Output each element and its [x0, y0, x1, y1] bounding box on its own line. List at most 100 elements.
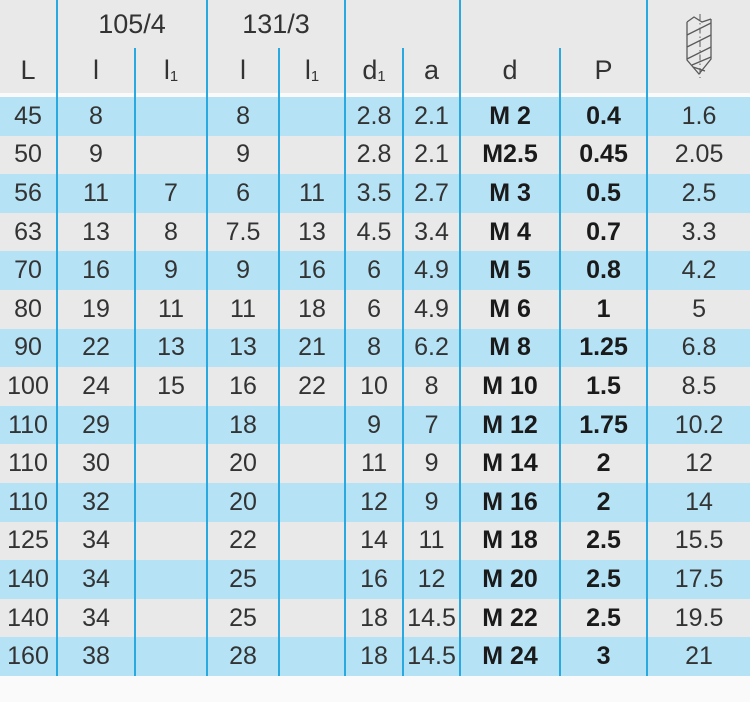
cell-d1: 6 [344, 251, 404, 290]
cell-a: 12 [402, 560, 461, 599]
cell-P: 1.25 [559, 328, 648, 368]
cell-l131: 25 [206, 598, 280, 638]
cell-d: M 16 [459, 482, 561, 522]
cell-l1-131 [278, 405, 346, 445]
cell-a: 7 [402, 405, 461, 445]
cell-L: 160 [0, 637, 57, 676]
cell-d1: 8 [344, 328, 404, 368]
cell-l1-131 [278, 97, 346, 136]
cell-L: 100 [0, 367, 57, 406]
cell-l1-131 [278, 482, 346, 522]
cell-l1-131 [278, 560, 346, 599]
cell-l105: 29 [56, 405, 135, 445]
cell-drill: 2.05 [646, 135, 750, 175]
cell-a: 9 [402, 444, 461, 483]
col-header-l-105: l [56, 48, 135, 93]
cell-l105: 9 [56, 135, 135, 175]
cell-l131: 6 [206, 174, 280, 213]
table-row: 110 29 18 9 7 M 12 1.75 10.2 [0, 405, 750, 445]
col-header-P: P [559, 48, 648, 93]
cell-l105: 13 [56, 212, 135, 252]
cell-drill: 10.2 [646, 405, 750, 445]
cell-l105: 34 [56, 521, 135, 561]
header-spacer-L [0, 0, 57, 48]
cell-a: 8 [402, 367, 461, 406]
cell-l105: 22 [56, 328, 135, 368]
cell-d1: 6 [344, 289, 404, 329]
table-row: 140 34 25 18 14.5 M 22 2.5 19.5 [0, 598, 750, 638]
cell-l131: 22 [206, 521, 280, 561]
cell-L: 140 [0, 560, 57, 599]
cell-L: 63 [0, 212, 57, 252]
cell-l1-131: 18 [278, 289, 346, 329]
cell-d: M 20 [459, 560, 561, 599]
cell-l1-105: 13 [133, 328, 208, 368]
twist-drill-icon [686, 13, 712, 78]
header-spacer-d1-a [344, 0, 461, 48]
col-header-a: a [402, 48, 461, 93]
cell-d1: 18 [344, 598, 404, 638]
cell-l1-105: 8 [133, 212, 208, 252]
cell-l1-105 [133, 637, 208, 676]
table-row: 56 11 7 6 11 3.5 2.7 M 3 0.5 2.5 [0, 174, 750, 213]
cell-l105: 19 [56, 289, 135, 329]
cell-a: 9 [402, 482, 461, 522]
cell-l131: 8 [206, 97, 280, 136]
table-row: 100 24 15 16 22 10 8 M 10 1.5 8.5 [0, 367, 750, 406]
cell-d1: 14 [344, 521, 404, 561]
cell-P: 2.5 [559, 598, 648, 638]
cell-a: 3.4 [402, 212, 461, 252]
cell-d1: 16 [344, 560, 404, 599]
cell-drill: 3.3 [646, 212, 750, 252]
cell-l131: 28 [206, 637, 280, 676]
dimensions-table: 105/4 131/3 [0, 0, 750, 676]
cell-L: 140 [0, 598, 57, 638]
cell-L: 125 [0, 521, 57, 561]
cell-d: M 24 [459, 637, 561, 676]
group-header-105-4: 105/4 [55, 0, 208, 48]
header-body-gap [0, 93, 750, 97]
cell-l105: 30 [56, 444, 135, 483]
cell-l105: 11 [56, 174, 135, 213]
cell-d: M 10 [459, 367, 561, 406]
cell-l1-105: 7 [133, 174, 208, 213]
cell-P: 1.75 [559, 405, 648, 445]
cell-drill: 17.5 [646, 560, 750, 599]
group-header-131-3: 131/3 [206, 0, 346, 48]
cell-l1-131 [278, 521, 346, 561]
header-columns-row: L l l1 l l1 d1 a d P [0, 48, 750, 93]
table-row: 70 16 9 9 16 6 4.9 M 5 0.8 4.2 [0, 251, 750, 290]
cell-l1-131 [278, 135, 346, 175]
cell-drill: 4.2 [646, 251, 750, 290]
cell-l105: 24 [56, 367, 135, 406]
table-row: 160 38 28 18 14.5 M 24 3 21 [0, 637, 750, 676]
cell-l1-131: 11 [278, 174, 346, 213]
cell-a: 2.7 [402, 174, 461, 213]
cell-l1-105 [133, 521, 208, 561]
cell-L: 56 [0, 174, 57, 213]
cell-l105: 16 [56, 251, 135, 290]
cell-l1-105 [133, 482, 208, 522]
col-header-l-131: l [206, 48, 280, 93]
cell-d1: 3.5 [344, 174, 404, 213]
cell-L: 110 [0, 444, 57, 483]
table-row: 90 22 13 13 21 8 6.2 M 8 1.25 6.8 [0, 328, 750, 368]
cell-l1-131: 13 [278, 212, 346, 252]
cell-l105: 34 [56, 560, 135, 599]
cell-L: 70 [0, 251, 57, 290]
cell-l105: 8 [56, 97, 135, 136]
cell-a: 2.1 [402, 135, 461, 175]
cell-drill: 1.6 [646, 97, 750, 136]
cell-d1: 10 [344, 367, 404, 406]
cell-l1-131 [278, 444, 346, 483]
header-group-row: 105/4 131/3 [0, 0, 750, 93]
col-header-d1: d1 [344, 48, 404, 93]
cell-a: 14.5 [402, 598, 461, 638]
cell-drill: 8.5 [646, 367, 750, 406]
cell-drill: 12 [646, 444, 750, 483]
cell-P: 0.8 [559, 251, 648, 290]
cell-l1-131: 21 [278, 328, 346, 368]
cell-d1: 18 [344, 637, 404, 676]
cell-d1: 2.8 [344, 97, 404, 136]
cell-L: 90 [0, 328, 57, 368]
